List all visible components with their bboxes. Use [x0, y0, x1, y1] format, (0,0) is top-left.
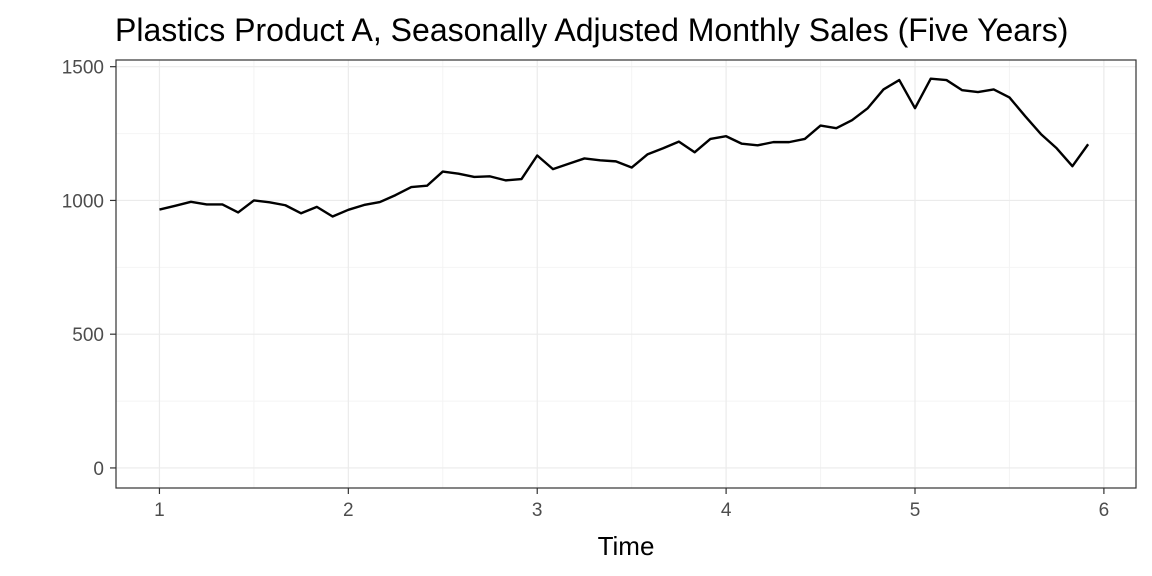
x-tick-label: 1	[154, 500, 165, 521]
x-axis-title: Time	[598, 531, 655, 561]
panel-border	[115, 59, 1137, 489]
chart-title: Plastics Product A, Seasonally Adjusted …	[115, 12, 1068, 48]
y-axis-ticks: 0 500 1000 1500	[62, 58, 116, 480]
plot-panel	[115, 59, 1137, 489]
y-tick-label: 500	[72, 325, 104, 346]
y-tick-label: 1500	[62, 58, 104, 79]
y-tick-label: 0	[93, 459, 104, 480]
x-axis-ticks: 1 2 3 4 5 6	[154, 488, 1109, 521]
x-tick-label: 5	[910, 500, 921, 521]
x-tick-label: 2	[343, 500, 354, 521]
x-tick-label: 6	[1099, 500, 1110, 521]
minor-gridlines	[116, 60, 1136, 488]
panel-background	[116, 60, 1136, 488]
x-tick-label: 3	[532, 500, 543, 521]
x-tick-label: 4	[721, 500, 732, 521]
sales-series-line	[159, 77, 1090, 218]
major-gridlines	[116, 60, 1136, 488]
y-tick-label: 1000	[62, 191, 104, 212]
